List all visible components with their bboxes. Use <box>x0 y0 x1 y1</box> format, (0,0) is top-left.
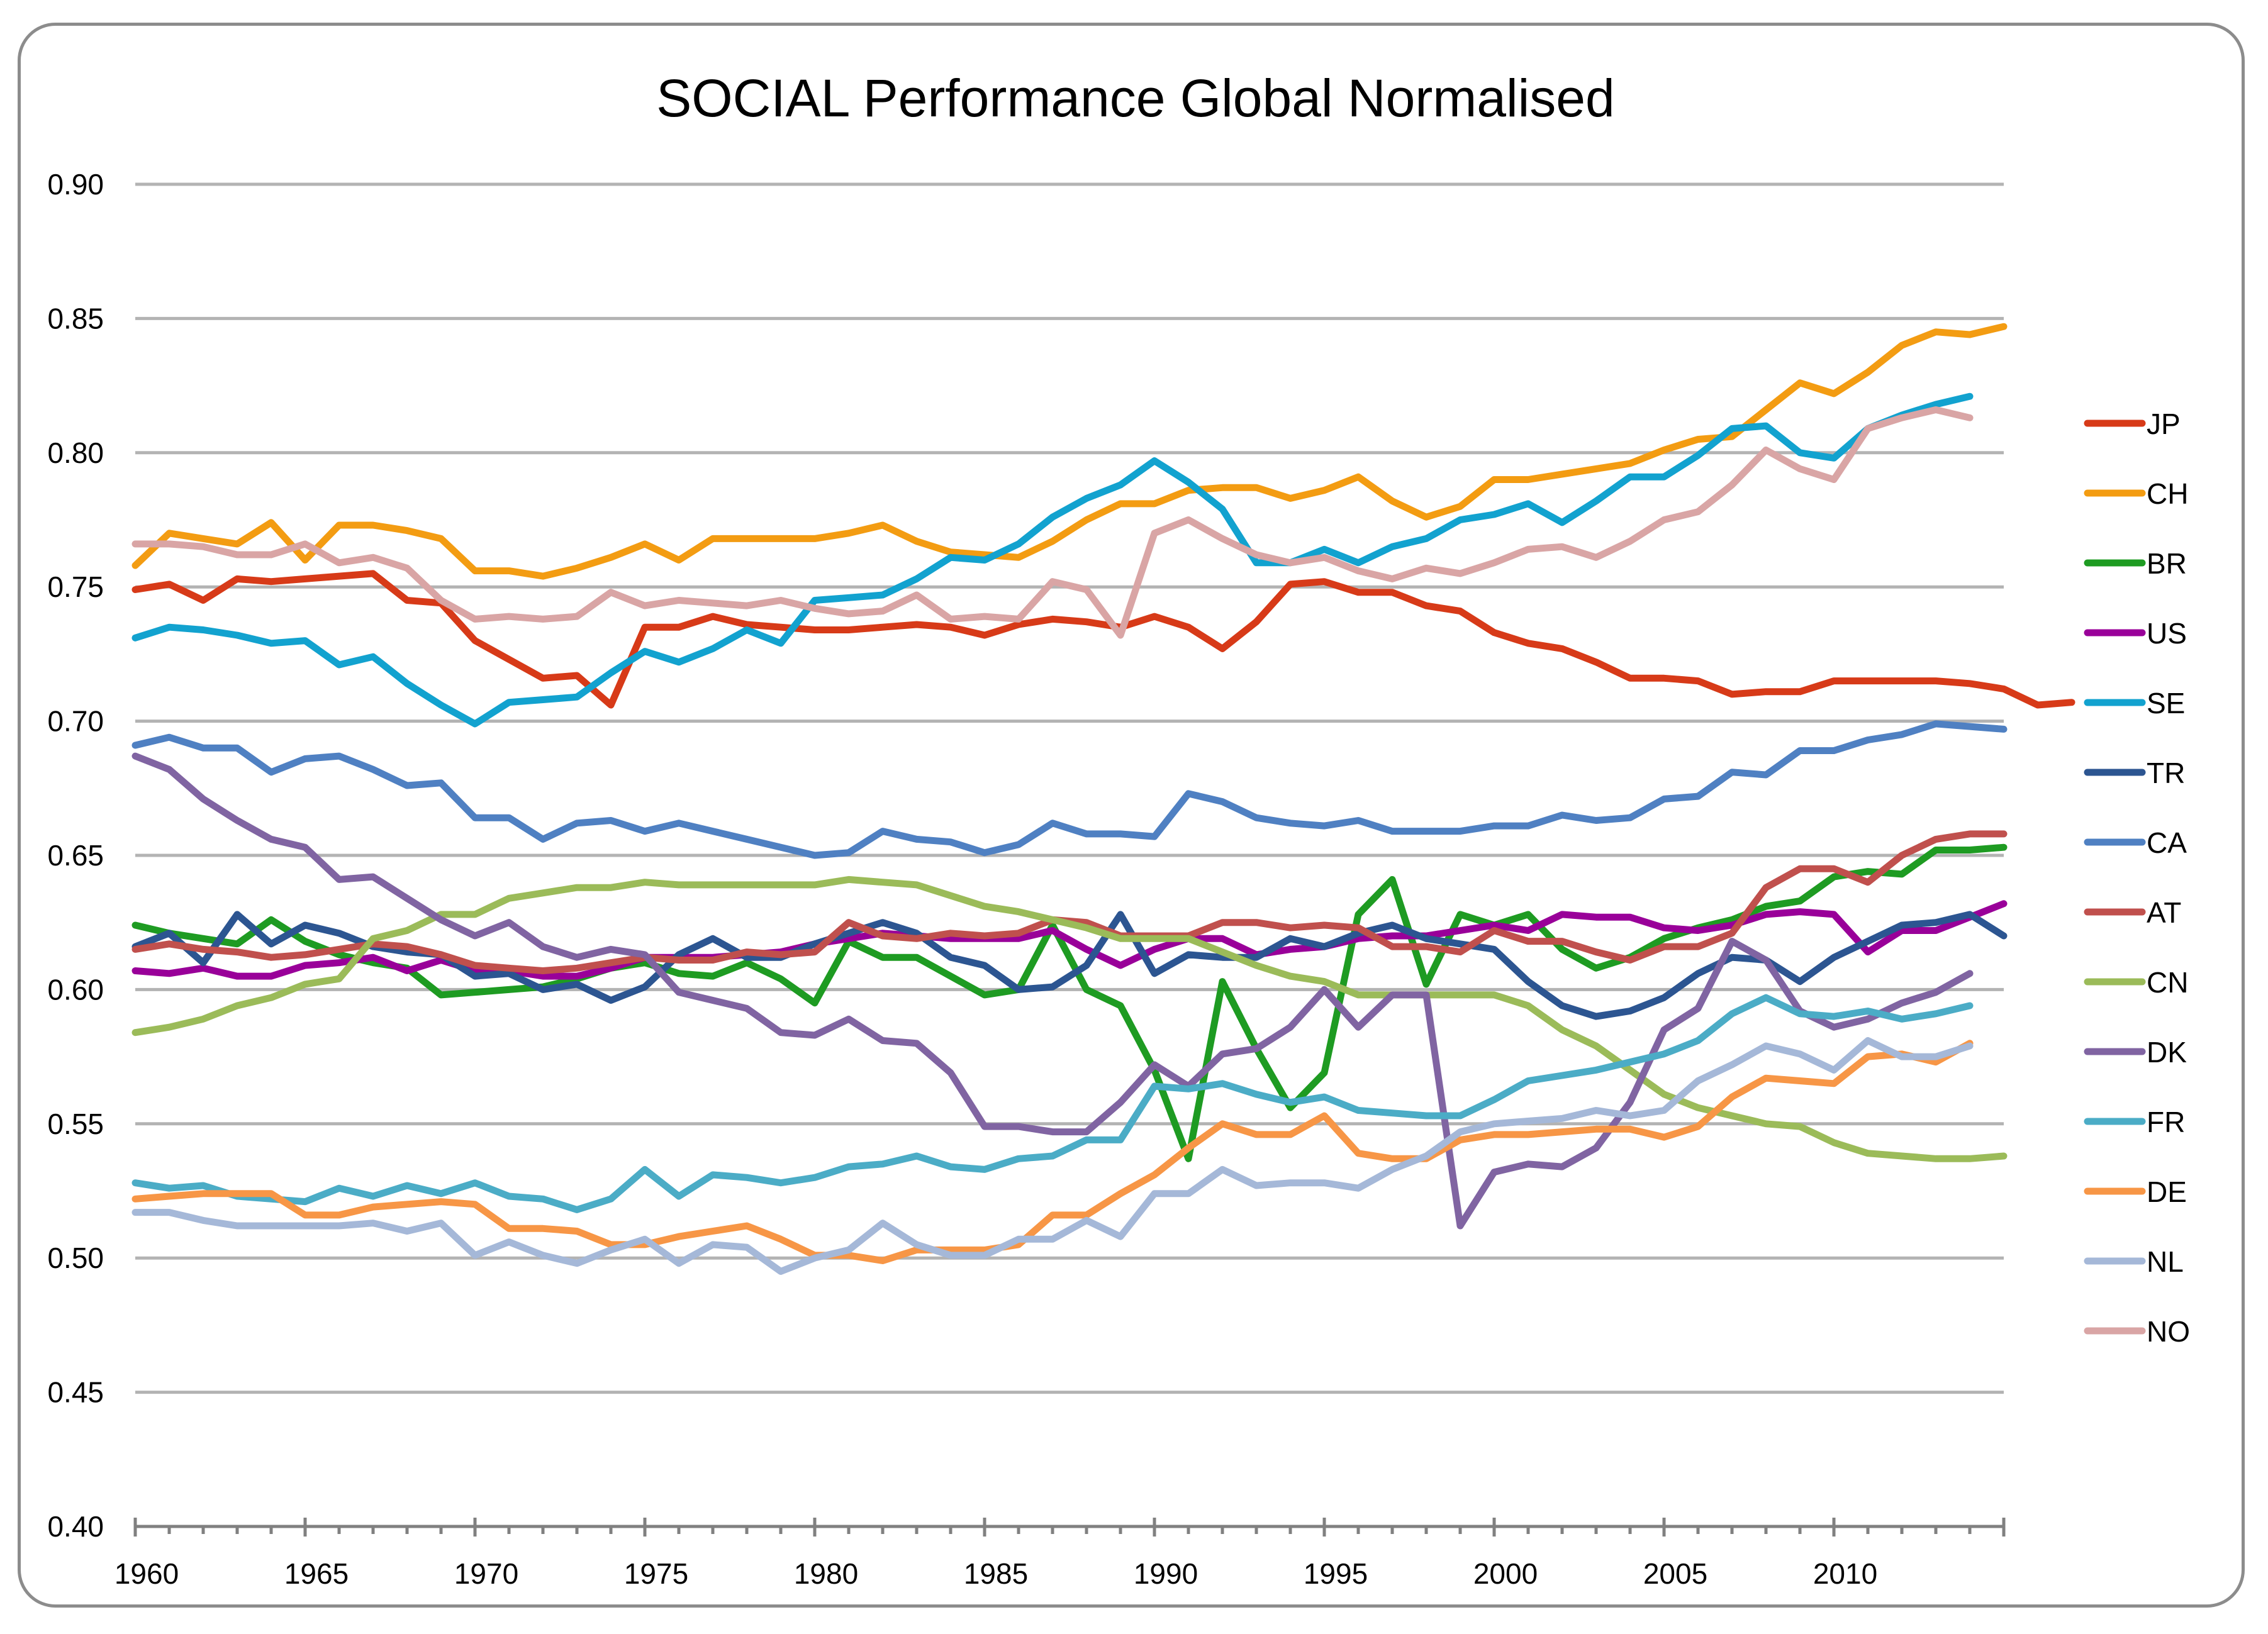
series-lines <box>131 323 2075 1275</box>
series-line-de <box>131 1040 1974 1264</box>
legend-label-ca: CA <box>2147 826 2187 859</box>
series-line-dk <box>131 752 1974 1230</box>
x-tick-label: 1995 <box>1304 1557 1368 1590</box>
x-tick-label: 2010 <box>1813 1557 1877 1590</box>
chart-title: SOCIAL Performance Global Normalised <box>656 69 1614 128</box>
legend-label-se: SE <box>2147 687 2185 720</box>
legend-label-nl: NL <box>2147 1245 2184 1278</box>
series-line-fr <box>131 994 1974 1213</box>
legend-label-ch: CH <box>2147 477 2188 510</box>
y-tick-label: 0.80 <box>47 436 104 469</box>
y-axis-ticks: 0.40 0.45 0.50 0.55 0.60 0.65 0.70 0.75 0.80 0.85… <box>47 168 104 1543</box>
legend-label-cn: CN <box>2147 966 2188 999</box>
y-tick-label: 0.60 <box>47 973 104 1006</box>
y-tick-label: 0.45 <box>47 1376 104 1409</box>
x-axis: 1960 1965 1970 1975 1980 1985 1990 1995 2000 2005… <box>115 1518 2006 1590</box>
y-tick-label: 0.65 <box>47 839 104 872</box>
legend-label-tr: TR <box>2147 757 2185 789</box>
y-tick-label: 0.85 <box>47 302 104 335</box>
legend-label-us: US <box>2147 617 2187 650</box>
grid-lines <box>135 182 2004 1394</box>
y-tick-label: 0.40 <box>47 1510 104 1543</box>
y-tick-label: 0.70 <box>47 705 104 738</box>
x-tick-label: 1960 <box>115 1557 179 1590</box>
legend-label-fr: FR <box>2147 1106 2185 1138</box>
series-line-cn <box>131 875 2008 1162</box>
x-tick-label: 1975 <box>624 1557 688 1590</box>
x-tick-label: 2000 <box>1473 1557 1538 1590</box>
x-tick-label: 1990 <box>1134 1557 1198 1590</box>
legend-label-jp: JP <box>2147 408 2181 440</box>
legend-label-de: DE <box>2147 1175 2187 1208</box>
series-line-ch <box>131 323 2008 580</box>
legend-label-dk: DK <box>2147 1036 2187 1069</box>
y-tick-label: 0.75 <box>47 570 104 603</box>
x-tick-label: 1985 <box>964 1557 1028 1590</box>
y-tick-label: 0.55 <box>47 1108 104 1140</box>
x-tick-label: 1980 <box>794 1557 858 1590</box>
x-tick-label: 1965 <box>284 1557 349 1590</box>
legend: JP CH BR US SE TR CA AT CN DK FR DE NL NO <box>2084 408 2190 1348</box>
x-tick-label: 2005 <box>1643 1557 1707 1590</box>
chart-frame <box>18 23 2245 1608</box>
legend-label-at: AT <box>2147 896 2181 929</box>
legend-label-br: BR <box>2147 547 2187 580</box>
series-line-jp <box>131 570 2075 709</box>
x-tick-label: 1970 <box>454 1557 518 1590</box>
series-line-se <box>131 392 1974 728</box>
legend-label-no: NO <box>2147 1315 2190 1348</box>
y-tick-label: 0.90 <box>47 168 104 201</box>
y-tick-label: 0.50 <box>47 1242 104 1274</box>
series-line-nl <box>131 1037 1974 1275</box>
series-line-no <box>131 406 1974 639</box>
series-line-ca <box>131 720 2008 859</box>
